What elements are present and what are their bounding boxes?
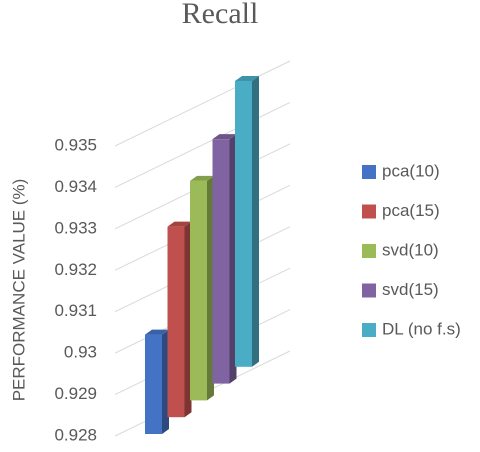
grid-line: [114, 101, 291, 188]
bar-top: [190, 175, 214, 181]
bar-side: [252, 75, 259, 367]
bar-top: [145, 329, 169, 335]
bar: [235, 80, 252, 367]
y-tick-label: 0.935: [54, 135, 97, 154]
legend-label: svd(10): [382, 240, 439, 259]
y-tick-label: 0.933: [54, 218, 97, 237]
bar-side: [207, 175, 214, 401]
bar-top: [235, 75, 259, 81]
bar: [167, 226, 185, 418]
y-tick-label: 0.932: [54, 260, 97, 279]
bar-side: [229, 134, 237, 384]
legend-swatch: [362, 323, 376, 337]
y-tick-label: 0.931: [54, 301, 97, 320]
chart-title: Recall: [182, 0, 259, 30]
legend-label: pca(15): [382, 201, 440, 220]
grid-line: [114, 60, 291, 147]
bar: [145, 334, 162, 434]
legend-label: DL (no f.s): [382, 319, 461, 338]
legend-swatch: [362, 165, 376, 179]
bar-side: [162, 329, 169, 434]
y-tick-label: 0.93: [64, 343, 97, 362]
y-tick-label: 0.928: [54, 425, 97, 444]
y-tick-label: 0.934: [54, 177, 97, 196]
bar: [212, 139, 230, 384]
bar-top: [212, 134, 237, 140]
legend-swatch: [362, 244, 376, 258]
legend-label: svd(15): [382, 280, 439, 299]
legend-swatch: [362, 283, 376, 298]
legend-label: pca(10): [382, 161, 440, 180]
legend-swatch: [362, 204, 376, 219]
bar: [190, 180, 207, 401]
y-axis-label: PERFORMANCE VALUE (%): [9, 179, 28, 402]
y-tick-label: 0.929: [54, 384, 97, 403]
bar-side: [184, 221, 192, 418]
bar-top: [167, 221, 192, 227]
